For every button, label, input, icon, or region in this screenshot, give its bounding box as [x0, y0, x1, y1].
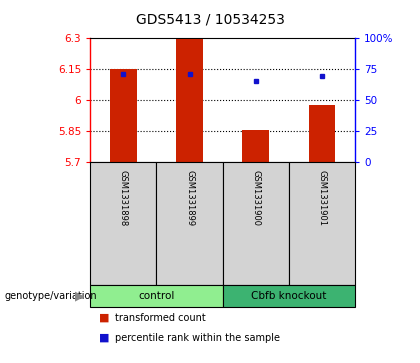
Text: GSM1331899: GSM1331899 [185, 170, 194, 226]
Text: GSM1331901: GSM1331901 [318, 170, 326, 226]
Bar [156, 162, 223, 285]
Text: ▶: ▶ [75, 289, 84, 302]
Bar [176, 39, 203, 162]
Bar [223, 285, 355, 307]
Text: transformed count: transformed count [116, 313, 206, 323]
Text: ■: ■ [99, 333, 109, 343]
Bar [289, 162, 355, 285]
Text: control: control [138, 291, 175, 301]
Text: GSM1331900: GSM1331900 [251, 170, 260, 226]
Bar [110, 69, 136, 162]
Text: GSM1331898: GSM1331898 [119, 170, 128, 227]
Text: GDS5413 / 10534253: GDS5413 / 10534253 [136, 13, 284, 27]
Bar [90, 285, 223, 307]
Text: ■: ■ [99, 313, 109, 323]
Bar [223, 162, 289, 285]
Text: genotype/variation: genotype/variation [4, 291, 97, 301]
Text: Cbfb knockout: Cbfb knockout [251, 291, 326, 301]
Bar [90, 162, 156, 285]
Bar [242, 130, 269, 162]
Bar [309, 105, 335, 162]
Text: percentile rank within the sample: percentile rank within the sample [116, 333, 281, 343]
